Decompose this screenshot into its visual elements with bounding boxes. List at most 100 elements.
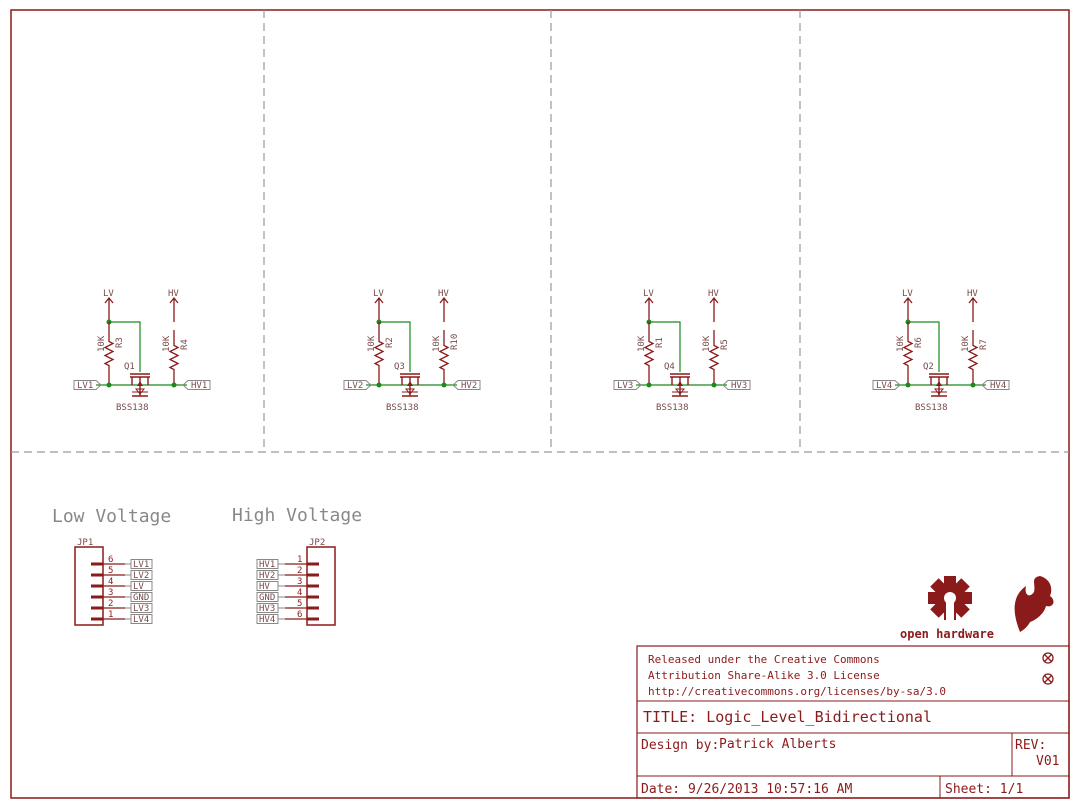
pin-number: 2 bbox=[108, 599, 113, 609]
mosfet-arrow-icon bbox=[936, 381, 942, 386]
connector-pin: 4 GND bbox=[256, 588, 319, 603]
net-label-flag bbox=[872, 380, 901, 390]
mosfet-arrow-icon bbox=[137, 381, 143, 386]
resistor-symbol bbox=[708, 330, 720, 385]
body-diode-icon bbox=[402, 388, 418, 395]
flame-logo-icon bbox=[1014, 576, 1054, 632]
supply-arrow-icon bbox=[439, 296, 449, 312]
connector-name: JP1 bbox=[77, 538, 93, 548]
mosfet-ref: Q4 bbox=[664, 362, 675, 372]
open-hardware-logo: open hardware bbox=[900, 576, 994, 641]
pin-number: 3 bbox=[108, 588, 113, 598]
mosfet-part: BSS138 bbox=[386, 403, 419, 413]
designer-name: Patrick Alberts bbox=[719, 737, 836, 752]
mosfet-arrow-icon bbox=[677, 381, 683, 386]
junction-dot bbox=[905, 382, 911, 388]
output-net-label: HV3 bbox=[731, 381, 747, 391]
pin-net-label: LV4 bbox=[133, 615, 149, 625]
gate-net bbox=[649, 321, 681, 372]
input-net-label: LV2 bbox=[347, 381, 363, 391]
gate-net bbox=[109, 321, 141, 372]
left-resistor-ref: R1 bbox=[655, 337, 665, 348]
right-resistor-value: 10K bbox=[702, 335, 712, 352]
connector-pin: 2 LV3 bbox=[91, 599, 153, 614]
lv-supply-label: LV bbox=[643, 289, 654, 299]
connector-pin: 5 LV2 bbox=[91, 566, 153, 581]
level-shifter-section: LV HV 10K R6 10K R7 Q2 BSS138 LV4 HV4 bbox=[872, 289, 1010, 413]
left-resistor-value: 10K bbox=[367, 335, 377, 352]
schematic-title: TITLE: Logic_Level_Bidirectional bbox=[643, 708, 932, 726]
hv-supply-label: HV bbox=[967, 289, 978, 299]
gate-net bbox=[908, 321, 940, 372]
body-diode-icon bbox=[132, 388, 148, 395]
mosfet-symbol bbox=[130, 373, 150, 397]
pin-net-label: LV2 bbox=[133, 571, 149, 581]
mosfet-arrow-icon bbox=[407, 381, 413, 386]
pin-net-label: GND bbox=[259, 593, 275, 603]
open-hardware-text: open hardware bbox=[900, 627, 994, 641]
section-dividers bbox=[11, 10, 1069, 453]
mosfet-symbol bbox=[929, 373, 949, 397]
date-field: Date: 9/26/2013 10:57:16 AM bbox=[641, 782, 852, 797]
connector-pin: 4 LV bbox=[91, 577, 153, 592]
mosfet-symbol bbox=[400, 373, 420, 397]
resistor-symbol bbox=[438, 330, 450, 385]
circle-x-icon bbox=[1042, 652, 1054, 664]
sheet-frame bbox=[10, 9, 1070, 799]
net-label-flag bbox=[613, 380, 642, 390]
pin-number: 5 bbox=[297, 599, 302, 609]
supply-arrow-icon bbox=[968, 296, 978, 312]
connector-pin: 2 HV2 bbox=[256, 566, 319, 581]
pin-number: 4 bbox=[108, 577, 113, 587]
level-shifter-section: LV HV 10K R2 10K R10 Q3 BSS138 LV2 HV2 bbox=[343, 289, 481, 413]
right-resistor-ref: R5 bbox=[720, 339, 730, 350]
lv-supply-label: LV bbox=[103, 289, 114, 299]
mosfet-ref: Q3 bbox=[394, 362, 405, 372]
low-voltage-heading: Low Voltage bbox=[52, 506, 171, 527]
resistor-symbol bbox=[168, 330, 180, 385]
pin-number: 5 bbox=[108, 566, 113, 576]
pin-number: 1 bbox=[297, 555, 302, 565]
high-voltage-heading: High Voltage bbox=[232, 505, 362, 526]
connector-name: JP2 bbox=[309, 538, 325, 548]
junction-dot bbox=[646, 382, 652, 388]
circle-x-icon bbox=[1042, 673, 1054, 685]
connector-pin: 1 LV4 bbox=[91, 610, 153, 625]
left-resistor-value: 10K bbox=[896, 335, 906, 352]
pin-number: 3 bbox=[297, 577, 302, 587]
mosfet-part: BSS138 bbox=[116, 403, 149, 413]
level-shifter-section: LV HV 10K R3 10K R4 Q1 BSS138 LV1 HV1 bbox=[73, 289, 211, 413]
output-net-label: HV4 bbox=[990, 381, 1006, 391]
pin-number: 4 bbox=[297, 588, 302, 598]
left-resistor-value: 10K bbox=[97, 335, 107, 352]
license-url: http://creativecommons.org/licenses/by-s… bbox=[648, 685, 946, 698]
hv-supply-label: HV bbox=[168, 289, 179, 299]
pin-net-label: HV3 bbox=[259, 604, 275, 614]
title-block bbox=[636, 645, 1070, 799]
resistor-symbol bbox=[967, 330, 979, 385]
right-resistor-value: 10K bbox=[432, 335, 442, 352]
resistor-symbol bbox=[902, 322, 914, 385]
pin-net-label: HV4 bbox=[259, 615, 275, 625]
supply-arrow-icon bbox=[374, 296, 384, 312]
hv-supply-label: HV bbox=[438, 289, 449, 299]
supply-arrow-icon bbox=[903, 296, 913, 312]
connector-pin: 3 HV bbox=[256, 577, 319, 592]
junction-dot bbox=[711, 382, 717, 388]
junction-dot bbox=[441, 382, 447, 388]
body-diode-icon bbox=[931, 388, 947, 395]
net-label-flag bbox=[452, 380, 481, 390]
body-diode-icon bbox=[672, 388, 688, 395]
input-net-label: LV4 bbox=[876, 381, 892, 391]
resistor-symbol bbox=[103, 322, 115, 385]
net-label-flag bbox=[182, 380, 211, 390]
design-by-label: Design by: bbox=[641, 738, 719, 753]
connector-pin: 5 HV3 bbox=[256, 599, 319, 614]
junction-dot bbox=[970, 382, 976, 388]
connector-pin: 1 HV1 bbox=[256, 555, 319, 570]
lv-supply-label: LV bbox=[373, 289, 384, 299]
pin-net-label: LV1 bbox=[133, 560, 149, 570]
pin-net-label: LV3 bbox=[133, 604, 149, 614]
